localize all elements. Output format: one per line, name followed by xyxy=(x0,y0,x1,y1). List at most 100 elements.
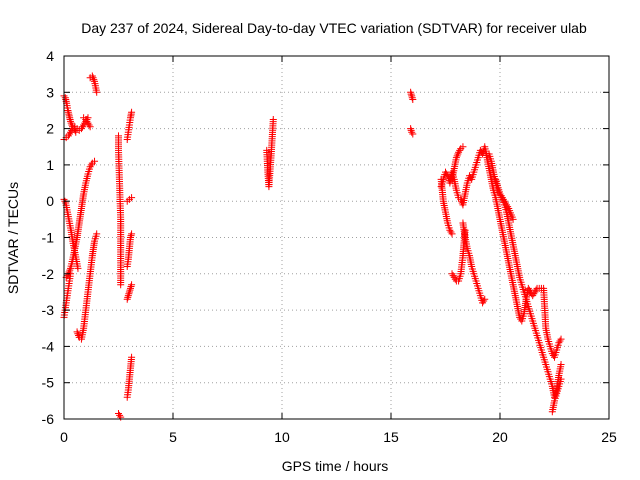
data-point xyxy=(456,146,464,154)
x-tick-label: 25 xyxy=(601,429,617,445)
series-arc25 xyxy=(492,175,517,223)
series-arc23 xyxy=(459,219,489,307)
data-point xyxy=(480,297,488,305)
data-point xyxy=(124,293,132,301)
x-tick-label: 10 xyxy=(274,429,290,445)
y-tick-label: 2 xyxy=(46,121,54,137)
data-point xyxy=(77,125,85,133)
x-tick-label: 0 xyxy=(60,429,68,445)
data-point xyxy=(128,194,136,202)
y-tick-label: 1 xyxy=(46,157,54,173)
data-point xyxy=(66,266,74,274)
data-point xyxy=(84,119,92,127)
series-arc18 xyxy=(407,125,417,138)
data-point xyxy=(73,328,81,336)
data-point xyxy=(408,92,416,100)
data-point xyxy=(67,119,75,127)
x-axis-label: GPS time / hours xyxy=(282,458,389,474)
data-point xyxy=(452,154,460,162)
y-tick-label: -3 xyxy=(42,302,55,318)
data-point xyxy=(496,190,504,198)
y-tick-label: -2 xyxy=(42,266,55,282)
data-point xyxy=(532,286,540,294)
series-arc10 xyxy=(115,410,125,421)
data-point xyxy=(497,192,505,200)
data-point xyxy=(448,270,456,278)
y-tick-label: 3 xyxy=(46,84,54,100)
series-arc5 xyxy=(62,157,99,281)
data-point xyxy=(516,313,524,321)
data-point xyxy=(126,284,134,292)
data-point xyxy=(504,203,512,211)
y-tick-label: -5 xyxy=(42,375,55,391)
grid xyxy=(64,56,609,419)
series-arc19 xyxy=(437,143,565,361)
data-point xyxy=(448,230,456,238)
y-tick-label: 4 xyxy=(46,48,54,64)
x-tick-label: 15 xyxy=(383,429,399,445)
data-point xyxy=(125,288,133,296)
data-point xyxy=(455,148,463,156)
data-point xyxy=(82,116,90,124)
y-tick-label: -1 xyxy=(42,230,55,246)
data-point xyxy=(127,283,135,291)
data-point xyxy=(116,411,124,419)
data-point xyxy=(128,108,136,116)
data-point xyxy=(128,281,136,289)
series-arc17 xyxy=(407,88,417,104)
x-tick-label: 5 xyxy=(169,429,177,445)
data-point xyxy=(498,194,506,202)
data-point xyxy=(450,273,458,281)
data-point xyxy=(93,230,101,238)
chart-title: Day 237 of 2024, Sidereal Day-to-day VTE… xyxy=(81,20,587,36)
data-point xyxy=(124,292,132,300)
data-point xyxy=(117,281,125,289)
data-point xyxy=(85,121,93,129)
data-point xyxy=(83,117,91,125)
data-point xyxy=(525,286,533,294)
data-point xyxy=(409,130,417,138)
data-point xyxy=(557,361,565,369)
series-arc20 xyxy=(437,175,456,238)
data-point xyxy=(115,410,122,418)
data-point xyxy=(126,286,134,294)
data-point xyxy=(123,295,131,303)
data-point xyxy=(555,339,563,347)
data-point xyxy=(503,201,511,209)
data-point xyxy=(509,215,517,223)
y-tick-label: -4 xyxy=(42,338,55,354)
data-points xyxy=(60,72,565,421)
data-point xyxy=(453,152,461,160)
data-point xyxy=(86,123,94,131)
data-point xyxy=(407,90,415,98)
y-tick-label: 0 xyxy=(46,193,54,209)
data-point xyxy=(88,72,96,80)
series-arc9 xyxy=(115,132,125,289)
data-point xyxy=(408,128,416,136)
data-point xyxy=(407,126,415,134)
series-arc15 xyxy=(123,353,136,401)
data-point xyxy=(87,161,95,169)
data-point xyxy=(93,88,101,96)
data-point xyxy=(442,168,449,176)
data-point xyxy=(128,230,136,238)
data-point xyxy=(548,350,556,358)
series-arc6 xyxy=(73,230,101,343)
axis-ticks: 0 5 10 15 20 25 -6 -5 -4 -3 -2 -1 0 1 2 3 4 xyxy=(42,48,617,445)
data-point xyxy=(68,126,76,134)
data-point xyxy=(407,88,415,96)
data-point xyxy=(529,292,537,300)
data-point xyxy=(67,128,75,136)
series-arc11 xyxy=(123,108,136,143)
series-arc26 xyxy=(548,375,565,416)
data-point xyxy=(479,299,487,307)
data-point xyxy=(65,130,73,138)
data-point xyxy=(451,275,459,283)
series-arc22 xyxy=(448,143,467,183)
series-arc14 xyxy=(123,281,136,303)
data-point xyxy=(531,288,539,296)
data-point xyxy=(75,332,83,340)
series-arc7 xyxy=(80,114,94,131)
data-point xyxy=(86,163,94,171)
data-point xyxy=(65,268,73,276)
